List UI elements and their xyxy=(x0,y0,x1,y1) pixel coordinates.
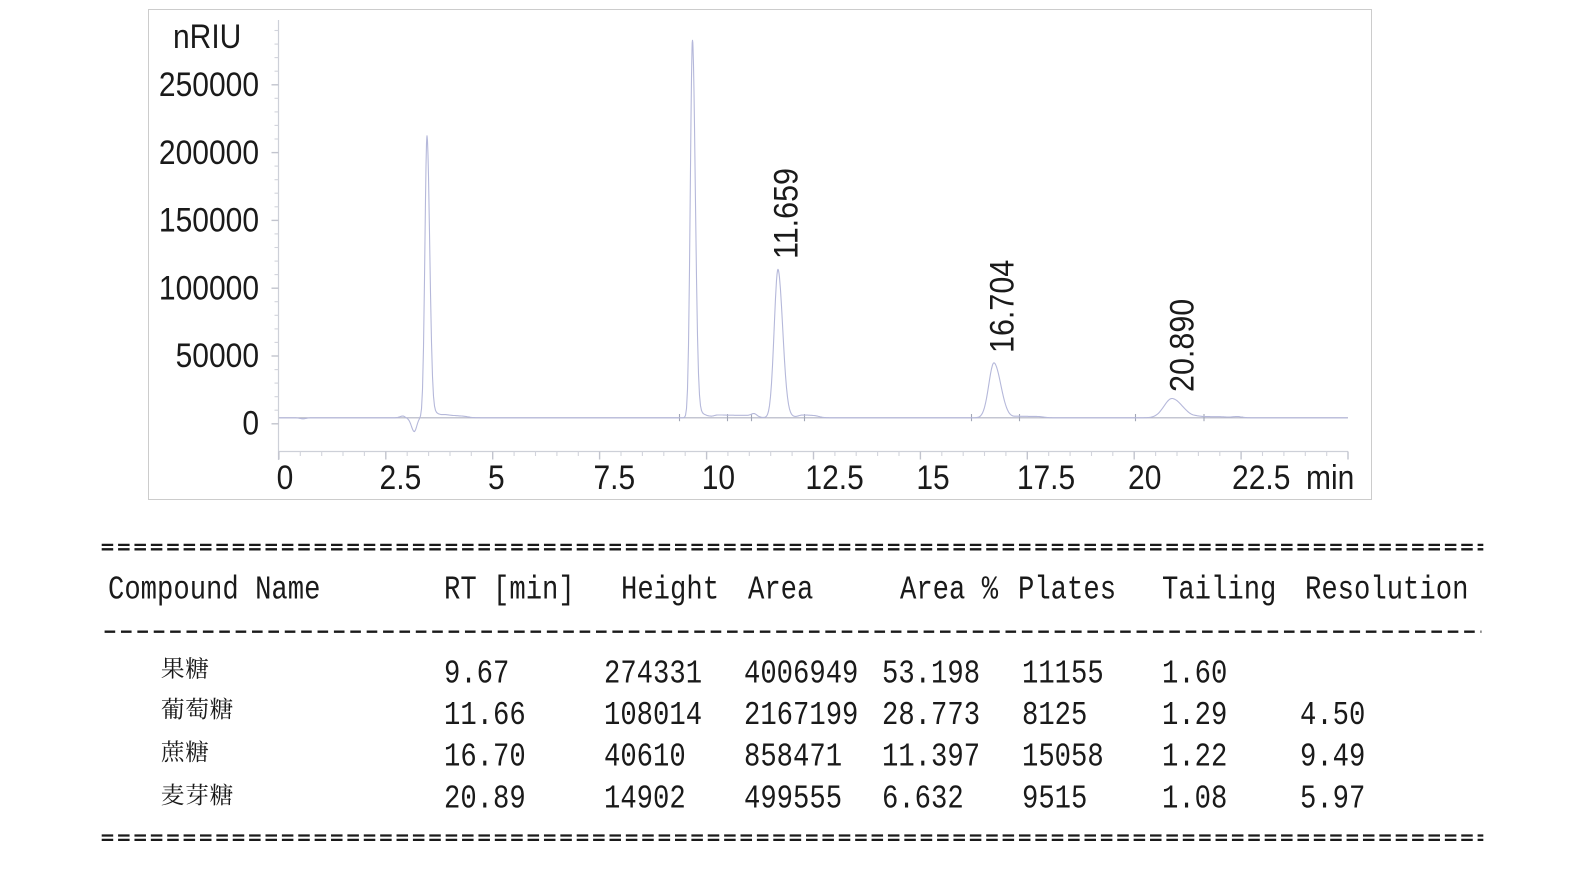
svg-text:22.5: 22.5 xyxy=(1232,458,1290,496)
svg-text:12.5: 12.5 xyxy=(805,458,863,496)
svg-text:200000: 200000 xyxy=(159,133,259,171)
svg-text:858471: 858471 xyxy=(744,739,842,776)
svg-text:9.49: 9.49 xyxy=(1300,739,1365,776)
svg-text:11.397: 11.397 xyxy=(882,739,980,776)
svg-text:40610: 40610 xyxy=(604,739,686,776)
svg-text:1.60: 1.60 xyxy=(1162,656,1227,693)
svg-text:50000: 50000 xyxy=(176,336,259,374)
svg-text:Tailing: Tailing xyxy=(1162,572,1276,609)
svg-text:Height: Height xyxy=(621,572,719,609)
svg-text:6.632: 6.632 xyxy=(882,781,964,818)
svg-text:Plates: Plates xyxy=(1018,572,1116,609)
svg-text:2167199: 2167199 xyxy=(744,698,858,735)
svg-text:11155: 11155 xyxy=(1022,656,1104,693)
svg-text:20.890: 20.890 xyxy=(1163,299,1201,392)
svg-text:Compound Name: Compound Name xyxy=(108,572,320,609)
svg-text:15058: 15058 xyxy=(1022,739,1104,776)
svg-text:RT [min]: RT [min] xyxy=(444,572,575,609)
svg-text:0: 0 xyxy=(277,458,294,496)
svg-text:Area %: Area % xyxy=(900,572,999,609)
svg-text:15: 15 xyxy=(916,458,949,496)
svg-text:2.5: 2.5 xyxy=(380,458,422,496)
svg-text:11.659: 11.659 xyxy=(767,168,805,259)
svg-text:Area: Area xyxy=(748,572,813,609)
svg-text:1.08: 1.08 xyxy=(1162,781,1227,818)
svg-text:Resolution: Resolution xyxy=(1305,572,1468,609)
svg-text:53.198: 53.198 xyxy=(882,656,980,693)
svg-text:20: 20 xyxy=(1128,458,1161,496)
svg-text:14902: 14902 xyxy=(604,781,686,818)
svg-text:20.89: 20.89 xyxy=(444,781,526,818)
svg-text:11.66: 11.66 xyxy=(444,698,526,735)
svg-text:100000: 100000 xyxy=(159,269,259,307)
svg-text:10: 10 xyxy=(702,458,735,496)
svg-text:16.704: 16.704 xyxy=(983,260,1021,353)
svg-text:nRIU: nRIU xyxy=(173,17,241,55)
svg-text:4.50: 4.50 xyxy=(1300,698,1365,735)
svg-text:min: min xyxy=(1306,458,1354,496)
svg-text:1.22: 1.22 xyxy=(1162,739,1227,776)
svg-text:108014: 108014 xyxy=(604,698,702,735)
svg-text:1.29: 1.29 xyxy=(1162,698,1227,735)
svg-text:28.773: 28.773 xyxy=(882,698,980,735)
svg-text:8125: 8125 xyxy=(1022,698,1087,735)
svg-text:16.70: 16.70 xyxy=(444,739,526,776)
svg-text:0: 0 xyxy=(242,404,259,442)
svg-text:9515: 9515 xyxy=(1022,781,1087,818)
svg-text:150000: 150000 xyxy=(159,201,259,239)
svg-text:274331: 274331 xyxy=(604,656,702,693)
svg-text:5.97: 5.97 xyxy=(1300,781,1365,818)
svg-text:17.5: 17.5 xyxy=(1017,458,1075,496)
svg-text:499555: 499555 xyxy=(744,781,842,818)
svg-text:4006949: 4006949 xyxy=(744,656,858,693)
svg-text:9.67: 9.67 xyxy=(444,656,509,693)
svg-text:5: 5 xyxy=(488,458,505,496)
svg-text:250000: 250000 xyxy=(159,65,259,103)
svg-text:7.5: 7.5 xyxy=(593,458,635,496)
